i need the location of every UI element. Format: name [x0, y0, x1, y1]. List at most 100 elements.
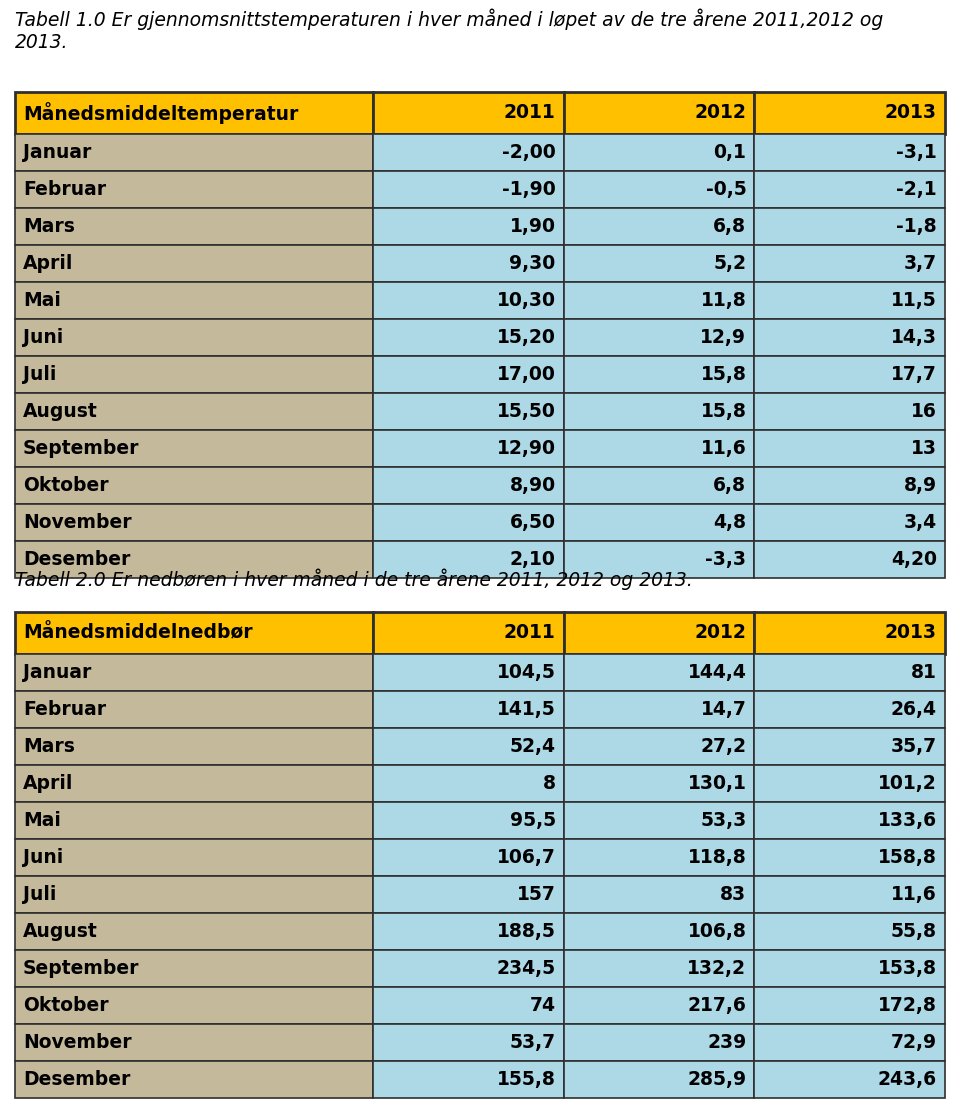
- Text: 15,8: 15,8: [701, 365, 746, 385]
- Bar: [15, 612, 373, 654]
- Bar: [373, 876, 564, 913]
- Bar: [755, 612, 945, 654]
- Bar: [564, 92, 755, 134]
- Bar: [15, 171, 373, 208]
- Text: 101,2: 101,2: [878, 774, 937, 793]
- Text: 4,8: 4,8: [713, 513, 746, 532]
- Text: 14,7: 14,7: [701, 699, 746, 719]
- Bar: [15, 654, 373, 691]
- Bar: [564, 356, 755, 393]
- Bar: [564, 319, 755, 356]
- Bar: [755, 134, 945, 171]
- Text: 52,4: 52,4: [510, 737, 556, 756]
- Text: 2013: 2013: [885, 104, 937, 123]
- Bar: [564, 612, 755, 654]
- Text: 26,4: 26,4: [891, 699, 937, 719]
- Bar: [564, 245, 755, 282]
- Text: 234,5: 234,5: [496, 959, 556, 978]
- Bar: [755, 987, 945, 1024]
- Text: 2,10: 2,10: [510, 550, 556, 569]
- Text: 17,00: 17,00: [497, 365, 556, 385]
- Bar: [373, 430, 564, 467]
- Text: 11,5: 11,5: [891, 291, 937, 311]
- Bar: [755, 1061, 945, 1098]
- Bar: [15, 504, 373, 541]
- Text: 106,8: 106,8: [687, 922, 746, 941]
- Bar: [755, 245, 945, 282]
- Bar: [755, 92, 945, 134]
- Bar: [373, 245, 564, 282]
- Text: Oktober: Oktober: [23, 476, 108, 495]
- Text: 53,7: 53,7: [510, 1033, 556, 1052]
- Text: 10,30: 10,30: [496, 291, 556, 311]
- Text: -2,1: -2,1: [897, 180, 937, 199]
- Text: -0,5: -0,5: [706, 180, 746, 199]
- Text: 74: 74: [530, 996, 556, 1015]
- Text: Juni: Juni: [23, 328, 63, 347]
- Text: 2011: 2011: [504, 104, 556, 123]
- Text: 6,8: 6,8: [713, 476, 746, 495]
- Text: 188,5: 188,5: [497, 922, 556, 941]
- Text: 8,9: 8,9: [904, 476, 937, 495]
- Text: 55,8: 55,8: [891, 922, 937, 941]
- Text: 11,8: 11,8: [701, 291, 746, 311]
- Text: 5,2: 5,2: [713, 254, 746, 273]
- Text: 2012: 2012: [694, 104, 746, 123]
- Text: 27,2: 27,2: [701, 737, 746, 756]
- Text: Februar: Februar: [23, 699, 107, 719]
- Bar: [373, 728, 564, 765]
- Text: Tabell 1.0 Er gjennomsnittstemperaturen i hver måned i løpet av de tre årene 201: Tabell 1.0 Er gjennomsnittstemperaturen …: [15, 8, 883, 52]
- Text: 285,9: 285,9: [687, 1070, 746, 1090]
- Text: Månedsmiddelnedbør: Månedsmiddelnedbør: [23, 623, 252, 642]
- Bar: [373, 654, 564, 691]
- Bar: [373, 356, 564, 393]
- Text: 13: 13: [911, 439, 937, 457]
- Text: 15,50: 15,50: [497, 402, 556, 421]
- Bar: [755, 504, 945, 541]
- Text: 2013: 2013: [885, 623, 937, 642]
- Text: 11,6: 11,6: [701, 439, 746, 457]
- Text: Tabell 2.0 Er nedbøren i hver måned i de tre årene 2011, 2012 og 2013.: Tabell 2.0 Er nedbøren i hver måned i de…: [15, 568, 693, 589]
- Text: 15,20: 15,20: [497, 328, 556, 347]
- Text: Juli: Juli: [23, 885, 57, 904]
- Bar: [564, 950, 755, 987]
- Bar: [755, 393, 945, 430]
- Text: 6,50: 6,50: [510, 513, 556, 532]
- Bar: [373, 208, 564, 245]
- Bar: [15, 467, 373, 504]
- Bar: [15, 134, 373, 171]
- Bar: [15, 950, 373, 987]
- Text: 9,30: 9,30: [510, 254, 556, 273]
- Text: 4,20: 4,20: [891, 550, 937, 569]
- Bar: [373, 691, 564, 728]
- Text: 8: 8: [542, 774, 556, 793]
- Text: Mai: Mai: [23, 291, 60, 311]
- Bar: [755, 1024, 945, 1061]
- Bar: [15, 765, 373, 802]
- Bar: [15, 876, 373, 913]
- Bar: [15, 393, 373, 430]
- Text: 95,5: 95,5: [510, 811, 556, 830]
- Bar: [755, 430, 945, 467]
- Bar: [15, 987, 373, 1024]
- Text: August: August: [23, 402, 98, 421]
- Text: 239: 239: [708, 1033, 746, 1052]
- Text: 130,1: 130,1: [687, 774, 746, 793]
- Bar: [373, 950, 564, 987]
- Text: 172,8: 172,8: [878, 996, 937, 1015]
- Bar: [373, 393, 564, 430]
- Bar: [755, 356, 945, 393]
- Bar: [373, 765, 564, 802]
- Bar: [755, 950, 945, 987]
- Text: Juni: Juni: [23, 848, 63, 867]
- Bar: [564, 839, 755, 876]
- Bar: [373, 92, 564, 134]
- Text: 11,6: 11,6: [891, 885, 937, 904]
- Bar: [755, 728, 945, 765]
- Text: 72,9: 72,9: [891, 1033, 937, 1052]
- Text: 217,6: 217,6: [687, 996, 746, 1015]
- Bar: [564, 171, 755, 208]
- Text: Februar: Februar: [23, 180, 107, 199]
- Text: Mars: Mars: [23, 737, 75, 756]
- Text: 83: 83: [720, 885, 746, 904]
